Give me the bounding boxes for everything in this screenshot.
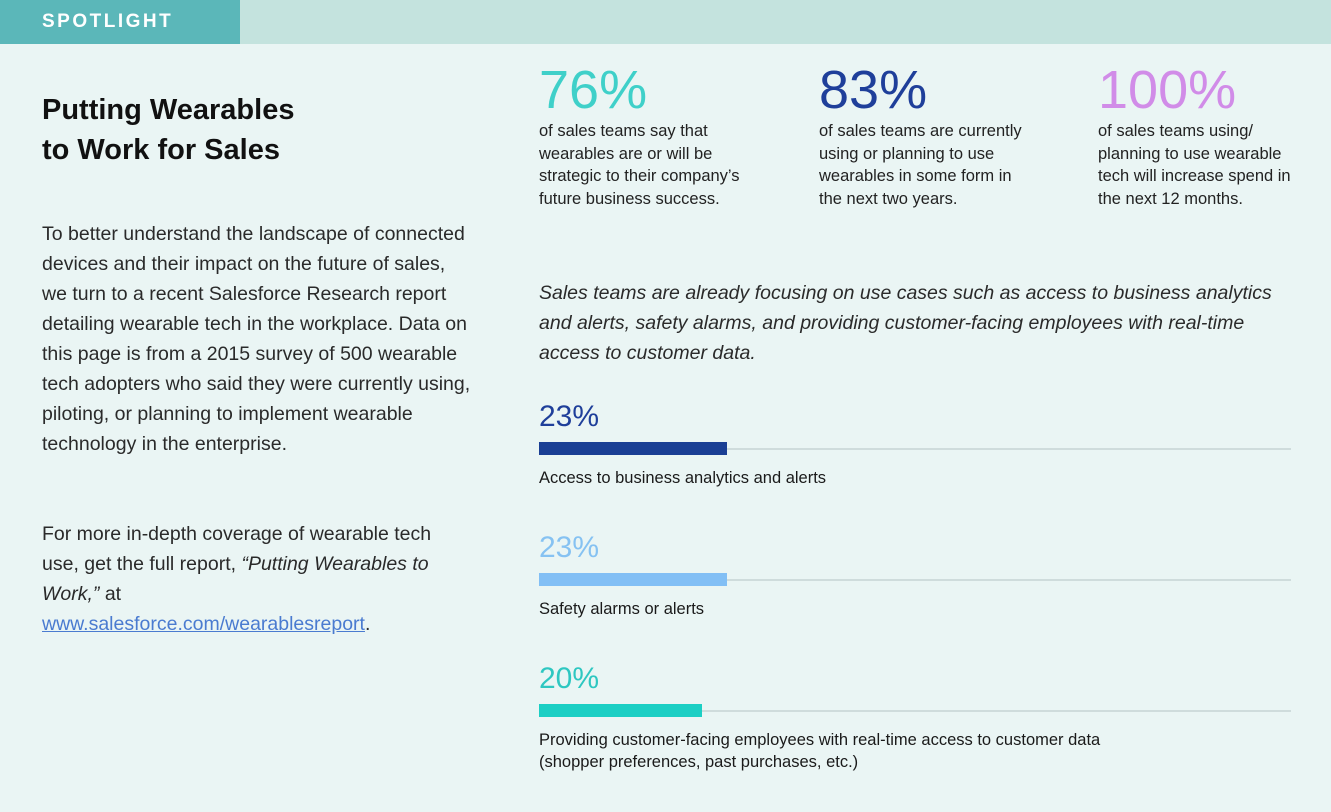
stat-block: 83% of sales teams are currently using o… — [819, 62, 1029, 210]
stat-description: of sales teams using/ planning to use we… — [1098, 122, 1291, 208]
more-suffix: . — [364, 613, 371, 635]
bar-row: 20% Providing customer-facing employees … — [539, 662, 1291, 773]
bar-baseline — [539, 448, 1291, 450]
bar-value-label: 23% — [539, 531, 600, 564]
stat-value: 83% — [819, 60, 928, 120]
bar-category-label: Safety alarms or alerts — [539, 600, 705, 618]
bar-baseline — [539, 579, 1291, 581]
bar-row: 23% Safety alarms or alerts — [539, 531, 1291, 620]
bar-label-line-2: (shopper preferences, past purchases, et… — [539, 753, 859, 771]
title-line-1: Putting Wearables — [42, 94, 295, 126]
stat-description: of sales teams are currently using or pl… — [819, 122, 1022, 208]
stat-description: of sales teams say that wearables are or… — [539, 122, 740, 208]
more-info-paragraph: For more in-depth coverage of wearable t… — [42, 519, 472, 639]
bar-fill — [539, 573, 727, 586]
stat-value: 100% — [1098, 60, 1237, 120]
bar-label-line-1: Providing customer-facing employees with… — [539, 731, 1101, 749]
bar-value-label: 20% — [539, 662, 600, 695]
bar-fill — [539, 704, 703, 717]
more-at: at — [99, 583, 122, 605]
stat-block: 100% of sales teams using/ planning to u… — [1098, 62, 1308, 210]
report-title: “Putting Wearables to Work,” — [42, 553, 429, 605]
bar-track — [539, 704, 1291, 717]
bar-category-label: Access to business analytics and alerts — [539, 469, 827, 487]
page-title: Putting Wearables to Work for Sales — [42, 90, 362, 170]
stat-block: 76% of sales teams say that wearables ar… — [539, 62, 749, 210]
more-prefix: For more in-depth coverage of wearable t… — [42, 523, 432, 575]
intro-paragraph: To better understand the landscape of co… — [42, 223, 471, 455]
spotlight-tag: SPOTLIGHT — [0, 0, 240, 44]
bar-value-label: 23% — [539, 400, 600, 433]
title-line-2: to Work for Sales — [42, 134, 280, 166]
bar-category-label: Providing customer-facing employees with… — [539, 729, 1291, 773]
bar-baseline — [539, 710, 1291, 712]
use-case-quote: Sales teams are already focusing on use … — [539, 282, 1272, 364]
report-link[interactable]: www.salesforce.com/wearablesreport — [42, 613, 365, 635]
bar-row: 23% Access to business analytics and ale… — [539, 400, 1291, 489]
bar-fill — [539, 442, 727, 455]
stat-value: 76% — [539, 60, 648, 120]
bar-track — [539, 573, 1291, 586]
bar-track — [539, 442, 1291, 455]
